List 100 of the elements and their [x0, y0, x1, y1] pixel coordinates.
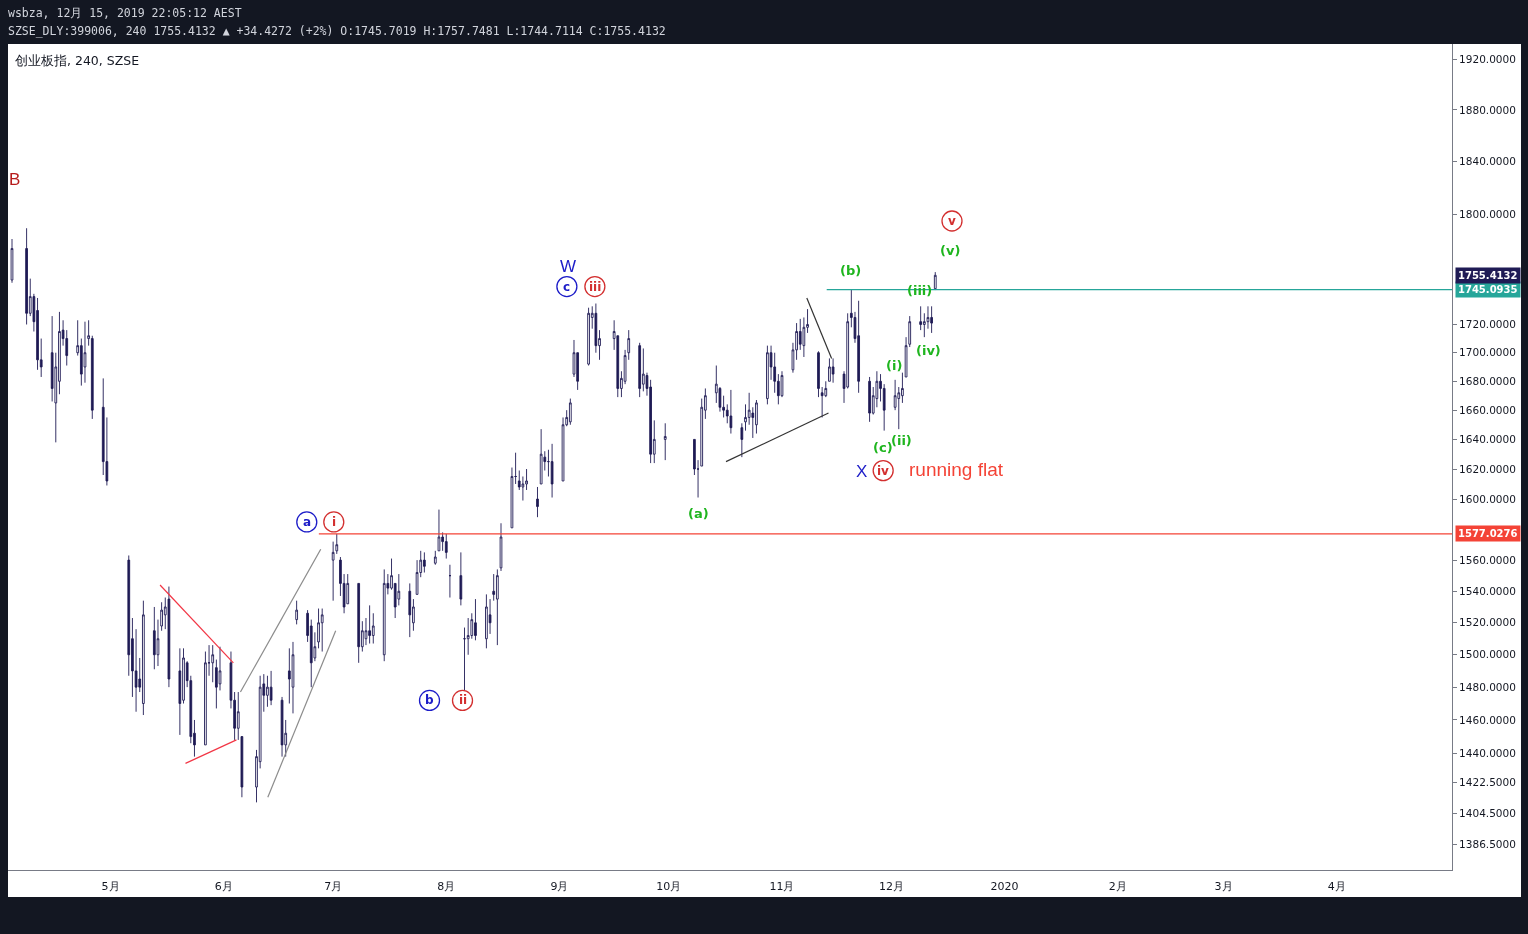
y-tick-label: 1840.0000 [1459, 155, 1516, 168]
x-tick-label: 7月 [324, 880, 343, 894]
y-tick-label: 1880.0000 [1459, 103, 1516, 116]
candlestick [433, 550, 437, 566]
candlestick [357, 582, 361, 664]
candlestick [437, 509, 441, 552]
candlestick [83, 321, 87, 384]
candlestick [463, 627, 466, 691]
candlestick [638, 342, 642, 398]
annotation: (ii) [891, 433, 912, 448]
annotation: B [9, 170, 21, 189]
candlestick [474, 598, 477, 641]
x-tick-label: 2月 [1108, 880, 1127, 894]
candlestick [291, 641, 295, 714]
candlestick [408, 582, 412, 638]
candlestick [382, 568, 386, 662]
candlestick [211, 644, 215, 683]
annotation: running flat [909, 459, 1004, 480]
candlestick [269, 670, 273, 706]
y-tick-label: 1720.0000 [1459, 318, 1516, 331]
y-tick-label: 1700.0000 [1459, 346, 1516, 359]
annotation: (c) [873, 440, 893, 455]
candlestick [167, 586, 171, 688]
annotation: c [563, 280, 571, 294]
candlestick [514, 452, 517, 485]
candlestick [423, 551, 426, 573]
annotation: b [425, 693, 434, 707]
candlestick [142, 600, 145, 716]
x-tick-label: 11月 [769, 880, 795, 894]
annotation: iii [589, 280, 602, 294]
annotation: a [303, 515, 312, 529]
candlestick [755, 399, 758, 434]
x-tick-label: 8月 [437, 880, 456, 894]
candlestick [178, 647, 182, 736]
candlestick [459, 551, 463, 606]
y-tick-label: 1404.5000 [1459, 807, 1516, 820]
annotation: (iv) [916, 343, 941, 358]
candlestick [444, 533, 448, 560]
text: 创业板指, 240, SZSE [15, 53, 140, 69]
x-tick-label: 9月 [550, 880, 569, 894]
y-tick-label: 1620.0000 [1459, 462, 1516, 475]
x-tick-label: 10月 [656, 880, 682, 894]
candlestick [831, 357, 835, 384]
y-tick-label: 1540.0000 [1459, 584, 1516, 597]
text: wsbza, 12月 15, 2019 22:05:12 AEST [8, 6, 242, 20]
candlestick [510, 467, 514, 529]
x-tick-label: 6月 [214, 880, 233, 894]
x-tick-label: 5月 [101, 880, 120, 894]
x-tick-label: 12月 [878, 880, 904, 894]
candlestick [499, 522, 503, 572]
annotation: X [856, 462, 868, 481]
candlestick [485, 593, 488, 649]
candlestick [280, 696, 284, 758]
candlestick [857, 300, 860, 394]
y-tick-label: 1422.5000 [1459, 776, 1516, 789]
candlestick [539, 428, 543, 485]
y-tick-label: 1460.0000 [1459, 713, 1516, 726]
y-tick-label: 1660.0000 [1459, 403, 1516, 416]
annotation: ii [459, 693, 468, 707]
y-tick-label: 1480.0000 [1459, 680, 1516, 693]
candlestick [266, 675, 269, 708]
y-tick-label: 1600.0000 [1459, 492, 1516, 505]
candlestick [25, 227, 28, 325]
candlestick [568, 398, 572, 426]
candlestick [295, 600, 298, 625]
data-label: 1745.0935 [1458, 284, 1518, 295]
annotation: (b) [840, 263, 862, 278]
y-tick-label: 1800.0000 [1459, 208, 1516, 221]
candlestick [930, 305, 933, 334]
candlestick [587, 307, 590, 366]
annotation: i [332, 515, 337, 529]
candlestick [729, 389, 733, 434]
candlestick [550, 443, 554, 498]
annotation: W [560, 257, 577, 276]
y-tick-label: 1520.0000 [1459, 616, 1516, 629]
chart-subtitle: SZSE_DLY:399006, 240 1755.4132 ▲ +34.4272 (+2%) O:1745.7019 H:1757.7481 L:1744.7114 C:1755.4132 [8, 24, 666, 38]
x-tick-label: 3月 [1214, 880, 1233, 894]
candlestick [536, 486, 539, 518]
y-tick-label: 1920.0000 [1459, 52, 1516, 65]
y-tick-label: 1440.0000 [1459, 746, 1516, 759]
candlestick [740, 422, 744, 458]
annotation: (a) [688, 506, 709, 521]
y-tick-label: 1680.0000 [1459, 374, 1516, 387]
annotation: v [948, 214, 956, 228]
candlestick [766, 345, 769, 405]
x-tick-label: 2020 [990, 880, 1019, 894]
candlestick [368, 604, 371, 644]
candlestick [828, 357, 831, 382]
candlestick [547, 449, 550, 477]
data-label: 1577.0276 [1458, 528, 1518, 539]
annotation: (i) [886, 358, 903, 373]
y-tick-label: 1386.5000 [1459, 838, 1516, 851]
y-tick-label: 1500.0000 [1459, 648, 1516, 661]
text: 1755.4132 [1458, 270, 1518, 281]
annotation: iv [877, 464, 890, 478]
candlestick [320, 608, 324, 652]
y-tick-label: 1640.0000 [1459, 433, 1516, 446]
candlestick [448, 564, 452, 598]
candlestick [868, 376, 871, 423]
y-tick-label: 1560.0000 [1459, 553, 1516, 566]
